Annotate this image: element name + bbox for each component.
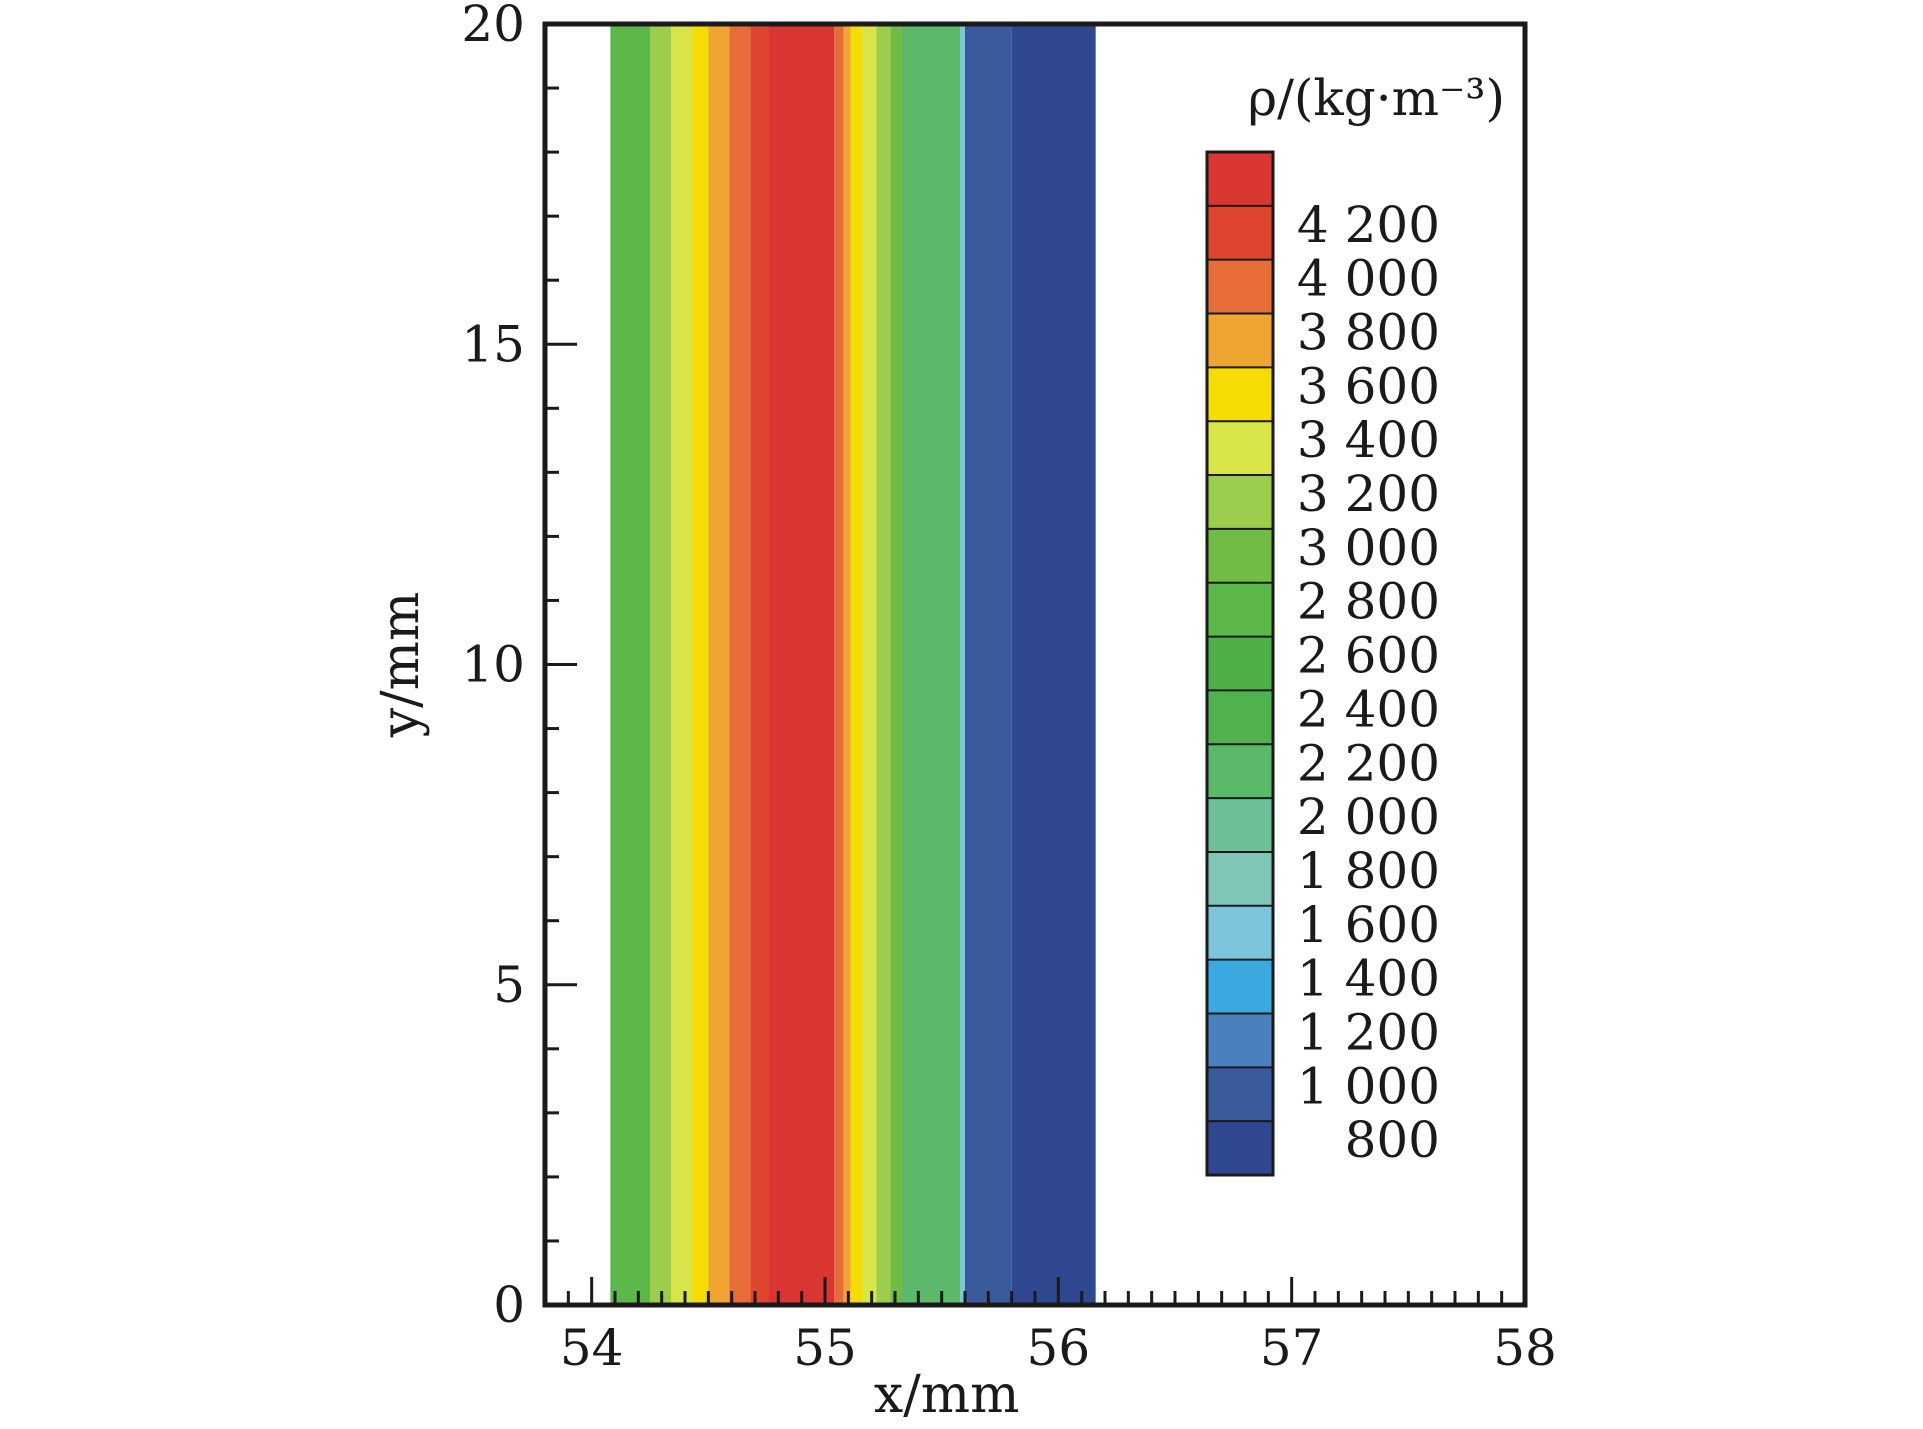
y-tick-label: 0 [493, 1276, 525, 1334]
contour-band [671, 24, 692, 1305]
axis-ticks [543, 22, 1527, 1307]
colorbar-segment [1207, 582, 1273, 637]
contour-band [750, 24, 769, 1305]
colorbar-segment [1207, 798, 1273, 852]
colorbar-label: 2 600 [1297, 627, 1440, 685]
colorbar-segment [1207, 959, 1273, 1014]
colorbar-frame [1205, 150, 1275, 1177]
colorbar-segment [1207, 1121, 1273, 1175]
colorbar-label: 1 000 [1297, 1057, 1440, 1115]
contour-band [850, 24, 863, 1305]
contour-band [834, 24, 844, 1305]
colorbar-label: 2 200 [1297, 734, 1440, 792]
colorbar-label: 1 800 [1297, 842, 1440, 900]
colorbar-label: 1 600 [1297, 896, 1440, 954]
contour-band [965, 24, 1012, 1305]
colorbar-segment [1207, 636, 1273, 691]
colorbar-segment [1207, 1013, 1273, 1068]
colorbar-segment [1207, 475, 1273, 529]
colorbar-segment [1207, 313, 1273, 368]
colorbar-label: 3 400 [1297, 411, 1440, 469]
contour-band [650, 24, 671, 1305]
x-tick-labels: 54 55 56 57 58 [560, 1319, 1557, 1377]
y-tick-label: 5 [493, 956, 525, 1014]
colorbar-segment [1207, 259, 1273, 314]
colorbar-label: 2 000 [1297, 788, 1440, 846]
colorbar-title: ρ/(kg·m⁻³) [1248, 69, 1505, 127]
x-tick-label: 56 [1027, 1319, 1091, 1377]
contour-band [960, 24, 965, 1305]
x-tick-label: 55 [793, 1319, 857, 1377]
colorbar-label: 1 200 [1297, 1003, 1440, 1061]
x-tick-label: 58 [1493, 1319, 1557, 1377]
contour-band [902, 24, 961, 1305]
colorbar-segment [1207, 744, 1273, 799]
contour-band [1011, 24, 1096, 1305]
colorbar-label: 4 000 [1297, 250, 1440, 308]
x-tick-label: 57 [1260, 1319, 1324, 1377]
colorbar-segment [1207, 367, 1273, 422]
contour-band [708, 24, 730, 1305]
contour-band [876, 24, 891, 1305]
contour-band [843, 24, 851, 1305]
colorbar-segment [1207, 528, 1273, 583]
colorbar-label: 3 000 [1297, 519, 1440, 577]
colorbar-label: 2 800 [1297, 573, 1440, 631]
colorbar-label: 800 [1345, 1111, 1440, 1169]
colorbar-segment [1207, 690, 1273, 745]
contour-bands [610, 24, 1096, 1305]
contour-band [692, 24, 709, 1305]
y-tick-labels: 0 5 10 15 20 [461, 0, 525, 1334]
colorbar-label: 3 800 [1297, 304, 1440, 362]
contour-band [610, 24, 650, 1305]
colorbar-label: 1 400 [1297, 950, 1440, 1008]
colorbar-label: 3 600 [1297, 357, 1440, 415]
contour-band [729, 24, 751, 1305]
y-tick-label: 15 [461, 315, 525, 373]
y-tick-label: 10 [461, 636, 525, 694]
y-tick-label: 20 [461, 0, 525, 53]
contour-band [769, 24, 835, 1305]
y-axis-title: y/mm [371, 592, 431, 739]
colorbar-label: 3 200 [1297, 465, 1440, 523]
colorbar-segment [1207, 1067, 1273, 1122]
colorbar-segment [1207, 205, 1273, 260]
colorbar-label: 2 400 [1297, 680, 1440, 738]
contour-band [890, 24, 902, 1305]
colorbar-segment [1207, 905, 1273, 960]
colorbar-segment [1207, 851, 1273, 906]
colorbar-segment [1207, 421, 1273, 476]
colorbar-segment [1207, 152, 1273, 206]
contour-band [862, 24, 877, 1305]
colorbar-label: 4 200 [1297, 196, 1440, 254]
x-tick-label: 54 [560, 1319, 624, 1377]
x-axis-title: x/mm [874, 1365, 1019, 1425]
